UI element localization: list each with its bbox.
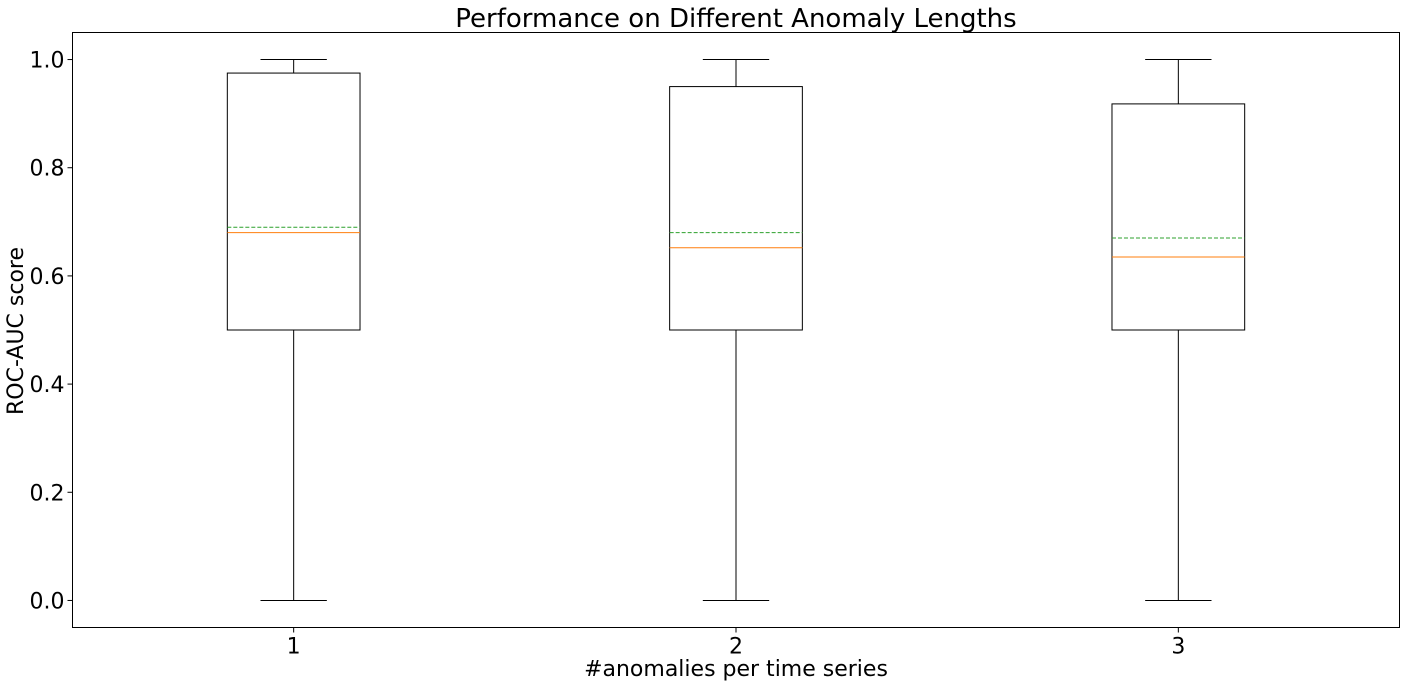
y-axis-label: ROC-AUC score [4,247,29,415]
y-tick-label: 0.0 [30,589,65,614]
y-tick-label: 0.4 [30,373,65,398]
plot-marks: 0.0 0.2 0.4 0.6 0.8 1.0 1 2 3 [30,49,1246,660]
iqr-box [226,72,361,331]
chart-title: Performance on Different Anomaly Lengths [455,4,1016,34]
x-axis-label: #anomalies per time series [584,657,888,682]
y-tick-label: 0.6 [30,265,65,290]
plot-frame [72,32,1400,628]
iqr-box [1111,103,1246,331]
y-tick-label: 0.8 [30,157,65,182]
iqr-box [669,86,803,331]
x-tick-label: 1 [287,635,301,660]
x-tick-label: 3 [1171,635,1185,660]
x-tick-label: 2 [729,635,743,660]
y-tick-label: 0.2 [30,481,65,506]
y-tick-label: 1.0 [30,49,65,74]
